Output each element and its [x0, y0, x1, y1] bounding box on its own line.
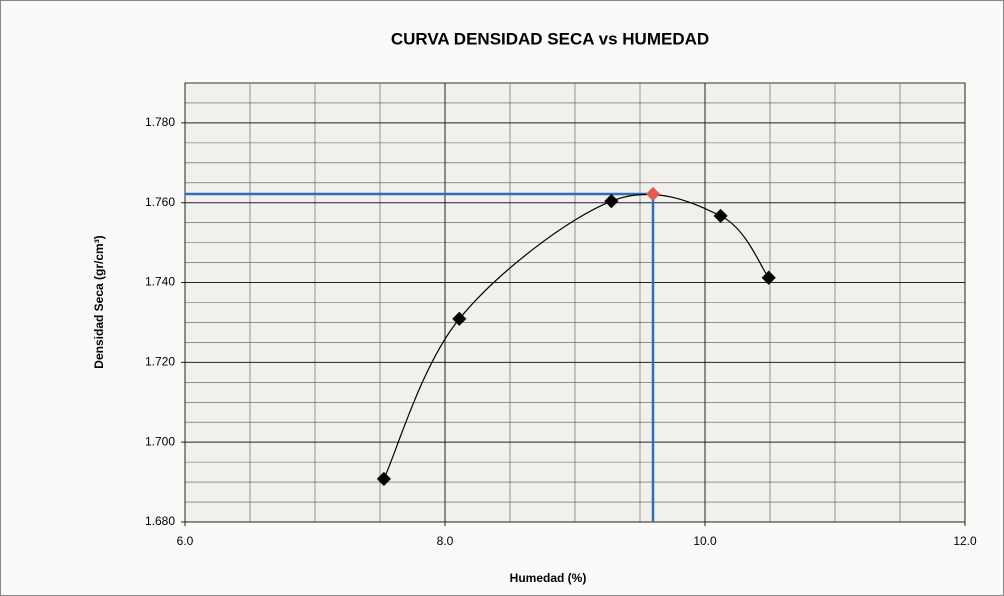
x-tick-label: 8.0	[437, 534, 454, 548]
x-tick-label: 10.0	[693, 534, 717, 548]
y-tick-label: 1.760	[145, 195, 175, 209]
y-axis-title: Densidad Seca (gr/cm³)	[92, 235, 106, 368]
x-axis-title: Humedad (%)	[510, 571, 587, 585]
chart-title: CURVA DENSIDAD SECA vs HUMEDAD	[391, 29, 709, 48]
x-tick-label: 6.0	[177, 534, 194, 548]
x-tick-label: 12.0	[953, 534, 977, 548]
y-tick-label: 1.740	[145, 275, 175, 289]
chart: CURVA DENSIDAD SECA vs HUMEDAD Humedad (…	[0, 0, 1004, 596]
y-tick-label: 1.720	[145, 355, 175, 369]
y-tick-label: 1.780	[145, 115, 175, 129]
y-tick-label: 1.700	[145, 434, 175, 448]
y-tick-label: 1.680	[145, 514, 175, 528]
